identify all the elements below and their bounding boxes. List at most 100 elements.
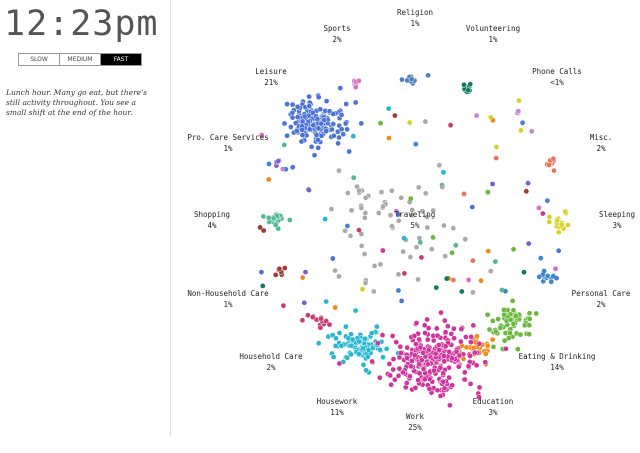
transit-dot [541, 268, 547, 274]
person-dot [315, 94, 322, 101]
person-dot [501, 307, 507, 313]
person-dot [465, 363, 472, 370]
activity-percent-traveling: 5% [410, 221, 420, 230]
transit-dot [266, 161, 272, 167]
person-dot [315, 125, 322, 132]
person-dot [424, 361, 431, 368]
person-dot [383, 345, 390, 352]
person-dot [284, 132, 290, 139]
person-dot [315, 340, 322, 347]
transit-dot [350, 133, 356, 139]
person-dot [338, 126, 345, 133]
person-dot [497, 325, 504, 331]
transit-dot [545, 198, 550, 204]
speed-medium-button[interactable]: MEDIUM [60, 54, 101, 65]
transit-dot [470, 290, 476, 295]
transit-dot [392, 113, 398, 118]
person-dot [358, 243, 365, 249]
person-dot [562, 208, 569, 215]
person-dot [358, 231, 365, 237]
person-dot [441, 358, 448, 365]
person-dot [425, 72, 431, 79]
transit-dot [525, 180, 531, 186]
transit-dot [360, 286, 365, 292]
transit-dot [303, 269, 308, 275]
person-dot [388, 381, 394, 388]
person-dot [344, 126, 350, 133]
person-dot [377, 346, 383, 353]
person-dot [281, 265, 288, 271]
person-dot [395, 271, 402, 278]
person-dot [358, 120, 365, 127]
sidebar-panel: 12:23pm SLOW MEDIUM FAST Lunch hour. Man… [0, 0, 170, 453]
person-dot [408, 76, 415, 83]
person-dot [551, 167, 557, 174]
activity-percent-pro-care-services: 1% [223, 144, 233, 153]
person-dot [495, 316, 502, 322]
transit-dot [378, 120, 383, 126]
person-dot [456, 352, 463, 359]
transit-dot [345, 223, 350, 229]
person-dot [330, 111, 337, 117]
person-dot [404, 344, 411, 351]
person-dot [467, 353, 473, 359]
person-dot [415, 377, 421, 384]
person-dot [342, 227, 348, 234]
speed-slow-button[interactable]: SLOW [19, 54, 60, 65]
person-dot [260, 213, 267, 220]
person-dot [338, 342, 345, 349]
person-dot [430, 207, 437, 214]
activity-percent-religion: 1% [410, 19, 420, 28]
activity-percent-non-household-care: 1% [223, 300, 233, 309]
speed-fast-button[interactable]: FAST [101, 54, 141, 65]
person-dot [473, 362, 480, 369]
transit-dot [399, 298, 404, 304]
transit-dot [488, 115, 494, 120]
person-dot [407, 373, 413, 380]
person-dot [275, 158, 282, 164]
person-dot [526, 310, 533, 317]
person-dot [458, 326, 465, 332]
person-dot [352, 84, 359, 91]
person-dot [306, 126, 313, 133]
activity-percent-shopping: 4% [207, 221, 217, 230]
person-dot [364, 353, 371, 360]
person-dot [476, 384, 483, 391]
activity-label-housework: Housework [317, 397, 358, 406]
person-dot [428, 246, 435, 252]
person-dot [448, 331, 455, 337]
person-dot [476, 340, 483, 347]
person-dot [416, 235, 423, 241]
person-dot [422, 330, 428, 336]
person-dot [420, 366, 427, 372]
person-dot [463, 334, 469, 340]
transit-dot [449, 250, 455, 256]
activity-percent-phone-calls: <1% [550, 78, 564, 87]
transit-dot [257, 225, 263, 230]
person-dot [332, 343, 339, 349]
transit-dot [356, 227, 362, 233]
transit-dot [408, 196, 414, 202]
person-dot [424, 224, 431, 231]
activity-label-volunteering: Volunteering [466, 24, 520, 33]
activity-label-sports: Sports [323, 24, 350, 33]
person-dot [458, 338, 464, 345]
person-dot [360, 345, 367, 352]
person-dot [442, 329, 449, 335]
person-dot [346, 148, 353, 155]
person-dot [375, 210, 382, 216]
person-dot [489, 336, 496, 343]
person-dot [348, 351, 354, 358]
activity-label-work: Work [406, 412, 425, 421]
activity-label-religion: Religion [397, 8, 433, 17]
person-dot [565, 222, 571, 228]
person-dot [370, 288, 377, 295]
activity-label-eating-drinking: Eating & Drinking [519, 352, 596, 361]
transit-dot [402, 271, 407, 276]
transit-dot [516, 98, 522, 103]
activity-label-misc: Misc. [590, 133, 613, 142]
person-dot [288, 124, 294, 130]
person-dot [362, 280, 369, 286]
person-dot [348, 331, 354, 338]
transit-dot [380, 248, 386, 253]
